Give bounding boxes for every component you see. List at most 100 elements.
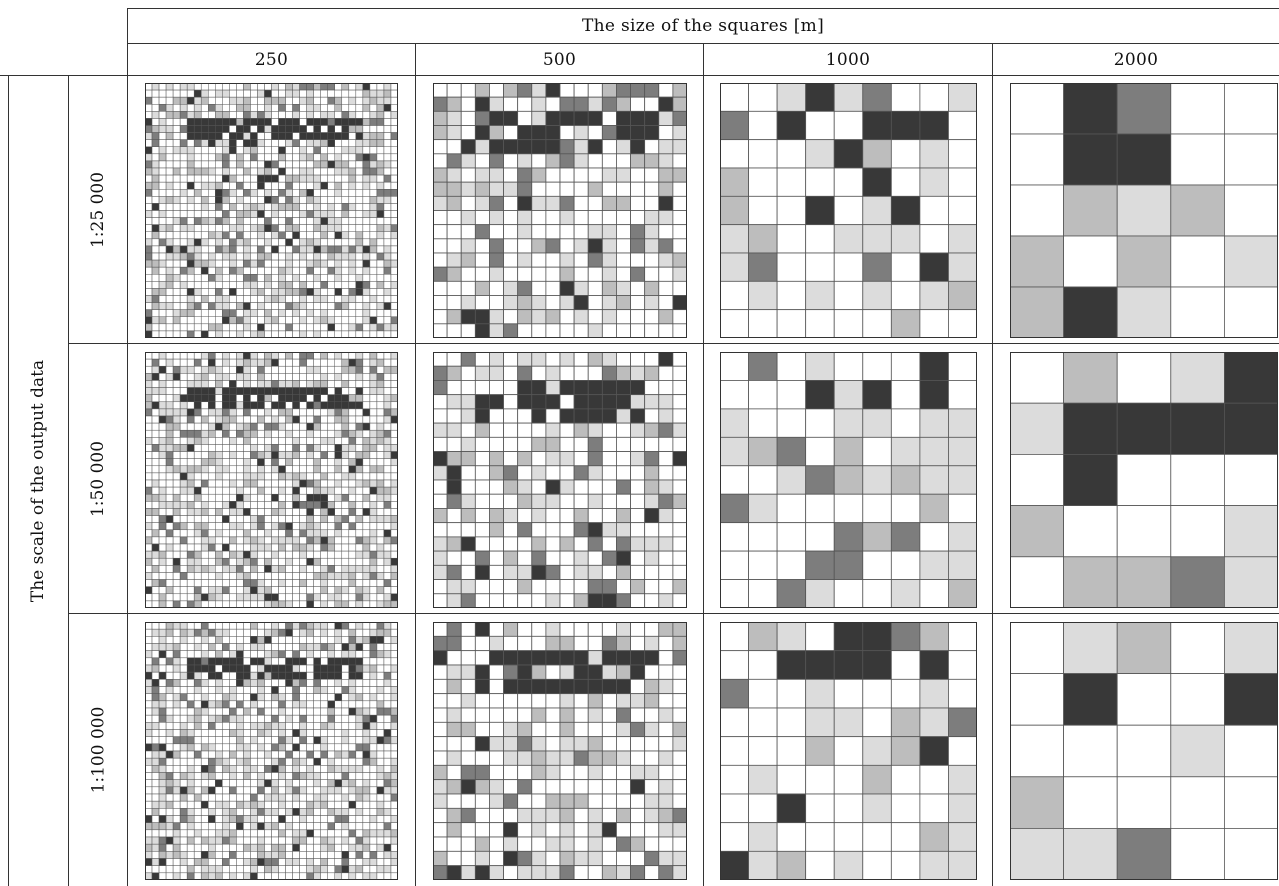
grid-square [158, 786, 167, 795]
grid-square [145, 458, 153, 467]
grid-square [658, 650, 674, 666]
grid-square [313, 224, 321, 232]
grid-square [179, 394, 188, 403]
grid-square [179, 593, 188, 602]
grid-square [587, 736, 603, 752]
grid-square [236, 387, 244, 395]
grid-square [601, 96, 617, 112]
grid-square [165, 643, 174, 651]
grid-square [503, 622, 519, 637]
grid-square [229, 671, 237, 680]
grid-square [165, 118, 174, 126]
grid-square [383, 451, 392, 459]
grid-square [919, 139, 949, 169]
grid-square [179, 579, 188, 587]
grid-square [355, 536, 364, 545]
grid-square [390, 493, 398, 502]
grid-square [658, 479, 674, 495]
grid-square [193, 458, 202, 467]
grid-square [186, 174, 195, 183]
grid-square [292, 153, 300, 162]
grid-square [348, 722, 357, 730]
grid-square [587, 550, 603, 566]
grid-square [271, 415, 279, 424]
grid-square [250, 872, 258, 880]
grid-square [208, 729, 216, 737]
grid-square [348, 829, 357, 838]
grid-square [390, 579, 398, 587]
grid-square [200, 800, 209, 809]
grid-square [215, 772, 223, 780]
grid-square [257, 843, 265, 852]
grid-square [151, 132, 160, 140]
grid-square [489, 508, 504, 524]
grid-square [215, 83, 223, 91]
grid-square [369, 309, 378, 317]
grid-square [383, 851, 392, 859]
grid-square [720, 252, 749, 282]
grid-square [341, 843, 350, 852]
grid-square [334, 429, 343, 438]
grid-square [165, 380, 174, 388]
grid-square [320, 686, 328, 694]
grid-square [644, 380, 660, 396]
grid-square [145, 815, 153, 823]
grid-square [229, 153, 237, 162]
grid-square [390, 508, 398, 516]
grid-square [299, 493, 307, 502]
grid-square [348, 153, 357, 162]
grid-square [630, 210, 646, 226]
grid-square [320, 579, 328, 587]
grid-square [355, 664, 364, 673]
grid-square [250, 394, 258, 403]
grid-square [250, 486, 258, 495]
grid-square [362, 429, 371, 438]
grid-square [151, 139, 160, 147]
rule-top [127, 8, 1279, 9]
grid-square [517, 96, 533, 112]
grid-square [1010, 235, 1064, 288]
grid-square [341, 550, 350, 559]
grid-square [165, 281, 174, 289]
grid-square [292, 636, 300, 644]
grid-square [215, 288, 223, 296]
grid-square [271, 394, 279, 403]
grid-square [172, 358, 181, 367]
grid-square [334, 836, 343, 845]
grid-square [172, 557, 181, 566]
grid-square [362, 146, 371, 155]
grid-square [320, 96, 328, 105]
grid-square [306, 352, 314, 360]
grid-square [193, 529, 202, 538]
grid-square [257, 174, 265, 183]
grid-square [145, 203, 153, 211]
grid-square [376, 865, 385, 874]
grid-square [243, 815, 251, 823]
grid-square [355, 865, 364, 874]
grid-square [222, 536, 230, 545]
grid-square [531, 750, 547, 766]
grid-square [151, 89, 160, 98]
grid-square [200, 815, 209, 823]
grid-square [215, 316, 223, 325]
grid-square [264, 479, 272, 488]
grid-square [313, 493, 321, 502]
grid-square [208, 501, 216, 509]
grid-square [334, 118, 343, 126]
grid-square [313, 743, 321, 752]
grid-square [587, 593, 603, 608]
grid-square [299, 408, 307, 417]
grid-square [306, 125, 314, 133]
grid-square [545, 678, 561, 695]
grid-square [348, 281, 357, 289]
grid-square [172, 160, 181, 169]
grid-square [215, 529, 223, 538]
grid-square [348, 679, 357, 687]
grid-square [236, 750, 244, 759]
grid-square [200, 309, 209, 317]
grid-square [292, 181, 300, 190]
grid-square [145, 557, 153, 566]
grid-square [200, 387, 209, 395]
grid-square [179, 444, 188, 452]
grid-square [215, 550, 223, 559]
